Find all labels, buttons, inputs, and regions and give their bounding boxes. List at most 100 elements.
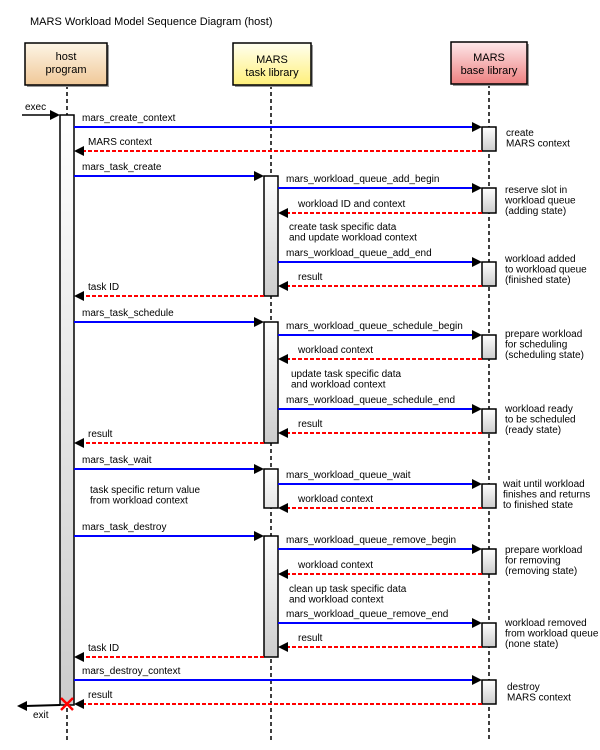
arrowhead-icon — [74, 146, 84, 156]
arrowhead-icon — [472, 330, 482, 340]
participant-label: MARS — [256, 54, 288, 66]
message-call: mars_task_create — [74, 162, 264, 181]
note-line: and update workload context — [289, 233, 417, 244]
note-line: clean up task specific data — [289, 584, 407, 595]
message-return: workload context — [278, 345, 482, 364]
message-label: task ID — [88, 282, 119, 293]
message-call: mars_workload_queue_add_end — [278, 248, 482, 267]
note-line: MARS context — [506, 139, 570, 150]
message-label: result — [298, 633, 323, 644]
message-return: workload ID and context — [278, 199, 482, 218]
exit-label: exit — [33, 710, 49, 721]
activation-bar-base — [481, 483, 497, 509]
message-return: result — [74, 690, 482, 709]
participant-box — [232, 42, 312, 86]
arrowhead-icon — [472, 618, 482, 628]
message-return: workload context — [278, 560, 482, 579]
message-return: task ID — [74, 282, 264, 301]
note-line: to be scheduled — [505, 415, 576, 426]
note-line: destroy — [507, 682, 540, 693]
message-label: workload context — [297, 345, 373, 356]
note-line: finishes and returns — [503, 490, 590, 501]
note-line: (ready state) — [505, 425, 561, 436]
diagram-title: MARS Workload Model Sequence Diagram (ho… — [30, 16, 273, 28]
arrowhead-icon — [472, 404, 482, 414]
message-label: workload context — [297, 560, 373, 571]
participant-box — [450, 41, 528, 85]
note-line: update task specific data — [291, 369, 402, 380]
arrowhead-icon — [278, 503, 288, 513]
message-label: mars_task_create — [82, 162, 162, 173]
activation-bar-host — [59, 114, 75, 706]
arrowhead-icon — [74, 438, 84, 448]
entry-message: exec — [22, 102, 60, 120]
note-line: workload queue — [504, 196, 576, 207]
note-line: to finished state — [503, 500, 573, 511]
note-line: prepare workload — [505, 545, 582, 556]
note-line: and workload context — [289, 595, 384, 606]
message-label: result — [298, 272, 323, 283]
note-line: workload ready — [504, 404, 573, 415]
message-label: result — [88, 429, 113, 440]
message-label: mars_workload_queue_remove_begin — [286, 535, 456, 546]
activation-bar-task — [263, 535, 279, 658]
activation-bar-task — [263, 468, 279, 509]
arrowhead-icon — [472, 544, 482, 554]
message-call: mars_workload_queue_remove_begin — [278, 535, 482, 554]
note-line: from workload context — [90, 496, 188, 507]
message-return: result — [278, 419, 482, 438]
message-return: result — [74, 429, 264, 448]
arrowhead-icon — [254, 531, 264, 541]
message-label: mars_task_wait — [82, 455, 152, 466]
message-label: mars_workload_queue_add_end — [286, 248, 432, 259]
participant-label: MARS — [473, 52, 505, 64]
note-line: for scheduling — [505, 340, 567, 351]
message-call: mars_workload_queue_add_begin — [278, 174, 482, 193]
message-call: mars_task_destroy — [74, 522, 264, 541]
message-return: result — [278, 272, 482, 291]
note-line: (adding state) — [505, 206, 566, 217]
message-label: mars_workload_queue_wait — [286, 470, 411, 481]
message-label: mars_task_destroy — [82, 522, 166, 533]
message-call: mars_workload_queue_schedule_begin — [278, 321, 482, 340]
note-line: prepare workload — [505, 329, 582, 340]
note-line: (removing state) — [505, 566, 577, 577]
arrowhead-icon — [74, 699, 84, 709]
arrowhead-icon — [278, 569, 288, 579]
arrowhead-icon — [74, 291, 84, 301]
destroy-x-icon — [60, 697, 74, 711]
note-line: create task specific data — [289, 222, 397, 233]
message-call: mars_task_schedule — [74, 308, 264, 327]
activation-bar-base — [481, 334, 497, 360]
exit-arrow-line — [24, 704, 61, 707]
arrowhead-icon — [472, 257, 482, 267]
arrowhead-icon — [472, 183, 482, 193]
message-label: workload context — [297, 494, 373, 505]
activation-bar-base — [481, 126, 497, 152]
activation-bar-base — [481, 679, 497, 705]
entry-label: exec — [25, 102, 46, 113]
arrowhead-icon — [254, 464, 264, 474]
message-call: mars_workload_queue_wait — [278, 470, 482, 489]
activation-bar-base — [481, 261, 497, 287]
arrowhead-icon — [278, 281, 288, 291]
message-return: result — [278, 633, 482, 652]
message-label: mars_task_schedule — [82, 308, 174, 319]
note-line: workload removed — [504, 618, 587, 629]
arrowhead-icon — [278, 354, 288, 364]
message-label: result — [298, 419, 323, 430]
message-label: mars_workload_queue_add_begin — [286, 174, 439, 185]
arrowhead-icon — [74, 652, 84, 662]
activation-bar-base — [481, 548, 497, 575]
message-call: mars_workload_queue_remove_end — [278, 609, 482, 628]
